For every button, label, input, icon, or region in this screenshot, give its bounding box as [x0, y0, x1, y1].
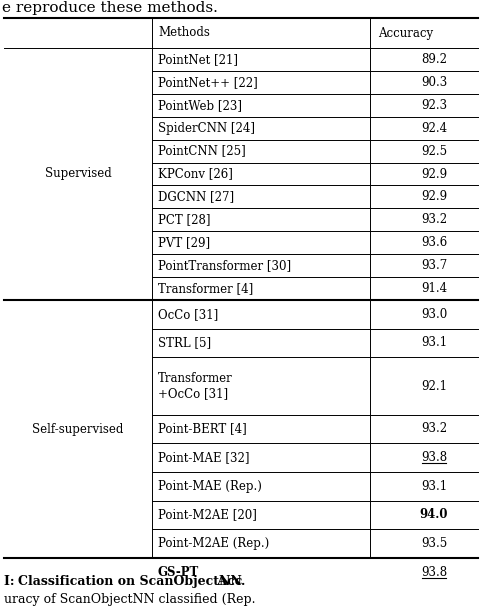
Text: 93.8: 93.8	[421, 566, 447, 579]
Text: DGCNN [27]: DGCNN [27]	[158, 190, 234, 203]
Text: I:: I:	[4, 575, 19, 588]
Text: Self-supervised: Self-supervised	[32, 423, 124, 436]
Text: PointWeb [23]: PointWeb [23]	[158, 99, 242, 112]
Text: 89.2: 89.2	[421, 53, 447, 66]
Text: 92.3: 92.3	[421, 99, 447, 112]
Text: Accuracy: Accuracy	[378, 26, 433, 40]
Text: Methods: Methods	[158, 26, 210, 40]
Text: PointNet [21]: PointNet [21]	[158, 53, 238, 66]
Text: PointTransformer [30]: PointTransformer [30]	[158, 259, 291, 272]
Text: 92.1: 92.1	[421, 379, 447, 392]
Text: Point-M2AE (Rep.): Point-M2AE (Rep.)	[158, 537, 269, 550]
Text: 92.9: 92.9	[421, 190, 447, 203]
Text: 94.0: 94.0	[420, 509, 448, 522]
Text: KPConv [26]: KPConv [26]	[158, 168, 233, 181]
Text: PCT [28]: PCT [28]	[158, 214, 211, 226]
Text: PointCNN [25]: PointCNN [25]	[158, 145, 246, 157]
Text: Point-MAE (Rep.): Point-MAE (Rep.)	[158, 480, 262, 493]
Text: 91.4: 91.4	[421, 282, 447, 295]
Text: PointNet++ [22]: PointNet++ [22]	[158, 76, 258, 89]
Text: Point-MAE [32]: Point-MAE [32]	[158, 451, 250, 464]
Text: Transformer
+OcCo [31]: Transformer +OcCo [31]	[158, 371, 233, 401]
Text: 93.2: 93.2	[421, 423, 447, 436]
Text: Classification on ScanObjectNN.: Classification on ScanObjectNN.	[18, 575, 245, 588]
Text: Point-M2AE [20]: Point-M2AE [20]	[158, 509, 257, 522]
Text: 93.6: 93.6	[421, 236, 447, 249]
Text: 93.7: 93.7	[421, 259, 447, 272]
Text: 93.0: 93.0	[421, 308, 447, 321]
Text: SpiderCNN [24]: SpiderCNN [24]	[158, 121, 255, 135]
Text: STRL [5]: STRL [5]	[158, 337, 211, 350]
Text: 93.1: 93.1	[421, 337, 447, 350]
Text: PVT [29]: PVT [29]	[158, 236, 210, 249]
Text: 93.2: 93.2	[421, 214, 447, 226]
Text: 90.3: 90.3	[421, 76, 447, 89]
Text: Transformer [4]: Transformer [4]	[158, 282, 253, 295]
Text: OcCo [31]: OcCo [31]	[158, 308, 218, 321]
Text: 92.4: 92.4	[421, 121, 447, 135]
Text: Point-BERT [4]: Point-BERT [4]	[158, 423, 247, 436]
Text: 93.1: 93.1	[421, 480, 447, 493]
Text: Supervised: Supervised	[45, 168, 111, 181]
Text: Acc: Acc	[213, 575, 242, 588]
Text: uracy of ScanObjectNN classiﬁed (Rep.: uracy of ScanObjectNN classiﬁed (Rep.	[4, 593, 255, 606]
Text: 93.5: 93.5	[421, 537, 447, 550]
Text: e reproduce these methods.: e reproduce these methods.	[2, 1, 218, 15]
Text: 93.8: 93.8	[421, 451, 447, 464]
Text: 92.5: 92.5	[421, 145, 447, 157]
Text: 92.9: 92.9	[421, 168, 447, 181]
Text: GS-PT: GS-PT	[158, 566, 199, 579]
